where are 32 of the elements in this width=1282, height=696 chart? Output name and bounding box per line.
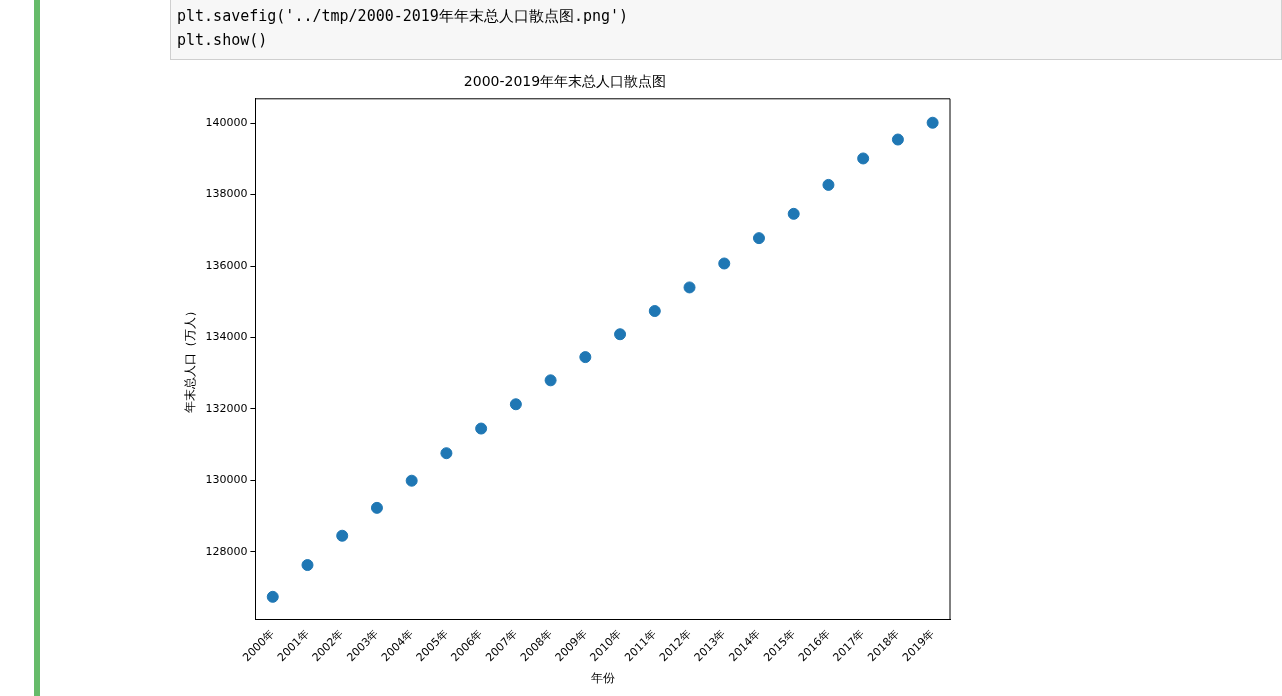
point — [440, 447, 453, 460]
point — [787, 207, 800, 220]
x-axis-title: 年份 — [590, 670, 615, 685]
point — [718, 257, 731, 270]
point — [370, 501, 383, 514]
point — [926, 116, 939, 129]
y-tick-label: 136000 — [205, 258, 248, 272]
y-tick-label: 132000 — [205, 401, 248, 415]
point — [891, 133, 904, 146]
point — [752, 232, 765, 245]
point — [509, 398, 522, 411]
point — [301, 559, 314, 572]
y-tick-label: 130000 — [205, 473, 248, 487]
point — [648, 305, 661, 318]
point — [475, 422, 488, 435]
point — [405, 474, 418, 487]
y-tick-label: 134000 — [205, 330, 248, 344]
y-axis-title: 年末总人口（万人） — [183, 305, 198, 414]
point — [614, 328, 627, 341]
point — [336, 529, 349, 542]
y-tick-label: 138000 — [205, 187, 248, 201]
y-tick-label: 140000 — [205, 115, 248, 129]
chart-title: 2000-2019年年末总人口散点图 — [463, 73, 667, 90]
text: plt.savefig('../tmp/2000-2019年年末总人口散点图.png') — [177, 6, 630, 27]
point — [544, 374, 557, 387]
point — [266, 590, 279, 603]
point — [683, 281, 696, 294]
point — [822, 178, 835, 191]
text: plt.show() — [177, 30, 269, 51]
y-tick-label: 128000 — [205, 544, 248, 558]
point — [857, 152, 870, 165]
point — [579, 351, 592, 364]
